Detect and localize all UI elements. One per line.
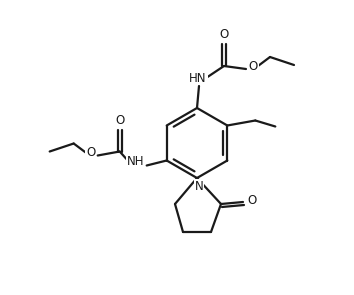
Text: NH: NH xyxy=(127,155,144,168)
Text: O: O xyxy=(219,29,229,42)
Text: HN: HN xyxy=(189,71,207,84)
Text: O: O xyxy=(247,194,257,206)
Text: N: N xyxy=(195,179,204,193)
Text: O: O xyxy=(86,146,95,159)
Text: O: O xyxy=(249,60,258,73)
Text: O: O xyxy=(115,114,124,127)
